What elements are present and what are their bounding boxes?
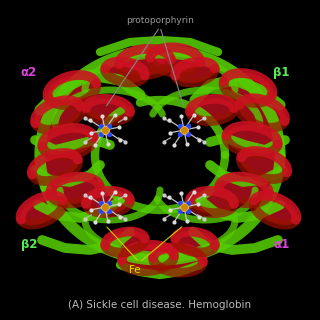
Ellipse shape bbox=[86, 191, 130, 213]
Text: (A) Sickle cell disease. Hemoglobin: (A) Sickle cell disease. Hemoglobin bbox=[68, 300, 252, 310]
Ellipse shape bbox=[50, 177, 100, 203]
Ellipse shape bbox=[42, 128, 94, 156]
Ellipse shape bbox=[153, 247, 203, 273]
Ellipse shape bbox=[86, 99, 130, 121]
Ellipse shape bbox=[122, 245, 174, 271]
Ellipse shape bbox=[32, 153, 78, 181]
Text: β2: β2 bbox=[20, 238, 37, 251]
Ellipse shape bbox=[226, 126, 278, 154]
Ellipse shape bbox=[150, 47, 200, 73]
Ellipse shape bbox=[175, 61, 215, 83]
Ellipse shape bbox=[119, 49, 171, 75]
Text: β1: β1 bbox=[273, 66, 290, 78]
Ellipse shape bbox=[219, 177, 269, 203]
Ellipse shape bbox=[239, 98, 285, 128]
Ellipse shape bbox=[175, 232, 215, 252]
Ellipse shape bbox=[105, 61, 145, 83]
Text: Fe: Fe bbox=[129, 265, 140, 276]
Ellipse shape bbox=[35, 100, 81, 130]
Ellipse shape bbox=[253, 196, 296, 225]
Ellipse shape bbox=[241, 151, 287, 179]
Text: α2: α2 bbox=[21, 66, 37, 78]
Text: protoporphyrin: protoporphyrin bbox=[126, 16, 194, 25]
Ellipse shape bbox=[105, 232, 145, 252]
Text: α1: α1 bbox=[274, 238, 290, 251]
Ellipse shape bbox=[190, 99, 234, 121]
Ellipse shape bbox=[48, 75, 96, 105]
Ellipse shape bbox=[190, 191, 234, 213]
Ellipse shape bbox=[224, 73, 272, 103]
Ellipse shape bbox=[20, 196, 63, 225]
